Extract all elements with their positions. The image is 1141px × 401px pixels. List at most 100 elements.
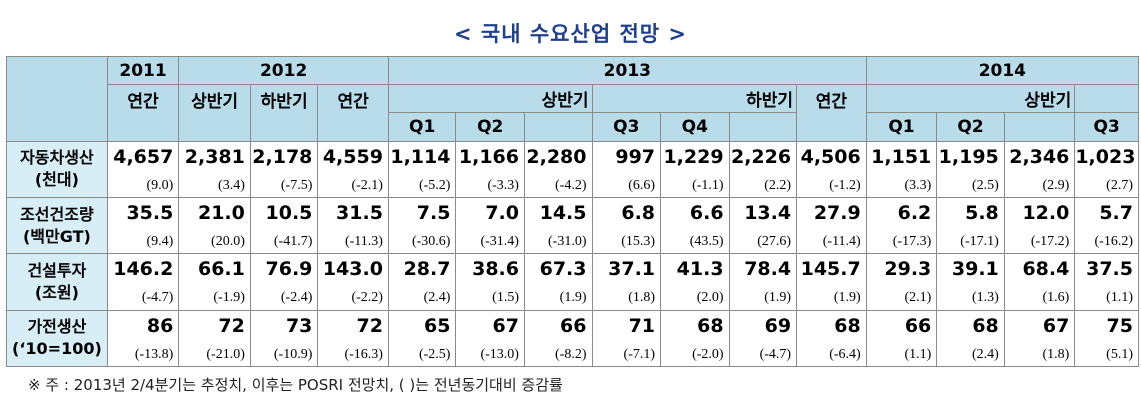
data-cell: 68 (2.4) — [936, 309, 1005, 368]
data-cell: 67.3 (1.9) — [523, 253, 593, 311]
cell-value: 67 — [1042, 314, 1070, 337]
data-cell: 39.1 (1.3) — [936, 253, 1005, 311]
q2-2013-header: Q2 — [455, 112, 525, 142]
cell-change: (-3.3) — [487, 177, 519, 193]
cell-value: 12.0 — [1022, 201, 1070, 224]
data-cell: 68.4 (1.6) — [1003, 253, 1076, 311]
cell-value: 68 — [834, 314, 861, 337]
data-cell: 72 (-16.3) — [317, 309, 389, 368]
cell-change: (-2.2) — [351, 290, 383, 306]
cell-value: 10.5 — [265, 201, 313, 224]
data-cell: 37.5 (1.1) — [1074, 253, 1139, 311]
q1-2014-header: Q1 — [865, 112, 938, 142]
data-cell: 2,178 (-7.5) — [249, 140, 319, 198]
data-cell: 21.0 (20.0) — [178, 196, 251, 255]
cell-change: (9.4) — [146, 233, 174, 249]
data-cell: 35.5 (9.4) — [106, 196, 180, 255]
cell-change: (-1.9) — [213, 290, 245, 306]
data-cell: 5.7 (-16.2) — [1074, 196, 1139, 255]
cell-change: (-13.0) — [480, 346, 519, 362]
cell-change: (43.5) — [689, 233, 724, 249]
data-cell: 6.2 (-17.3) — [865, 196, 938, 255]
cell-value: 21.0 — [197, 201, 245, 224]
data-cell: 5.8 (-17.1) — [936, 196, 1005, 255]
data-cell: 27.9 (-11.4) — [796, 196, 867, 255]
q1-2013-header: Q1 — [387, 112, 457, 142]
cell-value: 35.5 — [126, 201, 174, 224]
q3-2014-header: Q3 — [1074, 112, 1139, 142]
cell-change: (2.4) — [423, 290, 451, 306]
data-cell: 145.7 (1.9) — [796, 253, 867, 311]
cell-change: (-1.1) — [692, 177, 724, 193]
row-label-name: 조선건조량 — [20, 204, 94, 224]
data-cell: 4,506 (-1.2) — [796, 140, 867, 198]
cell-value: 71 — [628, 314, 656, 337]
data-cell: 2,226 (2.2) — [728, 140, 798, 198]
cell-value: 7.0 — [485, 201, 519, 224]
data-cell: 86 (-13.8) — [106, 309, 180, 368]
cell-value: 66 — [904, 314, 932, 337]
row-label-unit: (백만GT) — [22, 226, 91, 246]
h1-2013-header: 상반기 — [387, 84, 593, 114]
cell-value: 67 — [492, 314, 519, 337]
cell-change: (-17.1) — [960, 233, 999, 249]
page-title: < 국내 수요산업 전망 > — [454, 22, 687, 46]
cell-change: (-2.1) — [351, 177, 383, 193]
empty-header-cell — [1074, 84, 1139, 114]
cell-value: 1,166 — [458, 145, 519, 168]
data-cell: 75 (5.1) — [1074, 309, 1139, 368]
cell-value: 5.7 — [1099, 201, 1133, 224]
cell-change: (1.8) — [1042, 346, 1070, 362]
data-cell: 146.2 (-4.7) — [106, 253, 180, 311]
row-label-unit: (천대) — [34, 170, 79, 190]
cell-change: (2.7) — [1106, 177, 1133, 193]
h1-2012-header: 상반기 — [178, 84, 251, 142]
footnote: ※ 주 : 2013년 2/4분기는 추정치, 이후는 POSRI 전망치, (… — [28, 376, 563, 394]
data-cell: 6.8 (15.3) — [591, 196, 662, 255]
cell-change: (2.4) — [971, 346, 999, 362]
row-label: 조선건조량 (백만GT) — [6, 196, 108, 255]
data-cell: 1,229 (-1.1) — [660, 140, 730, 198]
row-label-name: 건설투자 — [27, 260, 87, 280]
cell-value: 6.8 — [621, 201, 656, 224]
h2-2013-header: 하반기 — [591, 84, 798, 114]
cell-change: (1.9) — [764, 290, 792, 306]
cell-value: 4,506 — [800, 145, 861, 168]
annual-2011-header: 연간 — [106, 84, 180, 142]
cell-change: (3.3) — [904, 177, 932, 193]
data-cell: 28.7 (2.4) — [387, 253, 457, 311]
cell-value: 4,657 — [113, 145, 174, 168]
cell-value: 65 — [424, 314, 451, 337]
row-label-name: 자동차생산 — [20, 148, 94, 168]
cell-value: 75 — [1106, 314, 1133, 337]
cell-value: 2,178 — [252, 145, 313, 168]
data-cell: 65 (-2.5) — [387, 309, 457, 368]
q2-2014-header: Q2 — [936, 112, 1005, 142]
table-row: 가전생산 (‘10=100) 86 (-13.8) 72 (-21.0) 73 (-10.9)… — [6, 309, 1139, 368]
cell-value: 37.5 — [1086, 258, 1133, 281]
cell-value: 41.3 — [676, 258, 724, 281]
data-cell: 73 (-10.9) — [249, 309, 319, 368]
cell-change: (-5.2) — [418, 177, 451, 193]
cell-value: 72 — [218, 314, 245, 337]
data-cell: 2,346 (2.9) — [1003, 140, 1076, 198]
table-row: 조선건조량 (백만GT) 35.5 (9.4) 21.0 (20.0) 10.5 (-41.7… — [6, 196, 1139, 255]
cell-value: 2,280 — [526, 145, 587, 168]
data-cell: 6.6 (43.5) — [660, 196, 730, 255]
cell-change: (2.9) — [1042, 177, 1070, 193]
cell-value: 1,114 — [390, 145, 451, 168]
cell-value: 4,559 — [322, 145, 383, 168]
cell-value: 68.4 — [1022, 258, 1070, 281]
cell-change: (-16.3) — [344, 346, 383, 362]
cell-value: 14.5 — [539, 201, 587, 224]
data-cell: 12.0 (-17.2) — [1003, 196, 1076, 255]
cell-change: (1.5) — [492, 290, 519, 306]
forecast-table: 2011 2012 2013 2014 연간 상반기 하반기 연간 상반기 하반… — [6, 55, 1140, 368]
cell-change: (-7.1) — [623, 346, 656, 362]
cell-change: (-4.2) — [555, 177, 587, 193]
table-row: 자동차생산 (천대) 4,657 (9.0) 2,381 (3.4) 2,178 (-7.5)… — [6, 140, 1139, 198]
cell-change: (-4.7) — [759, 346, 792, 362]
cell-change: (-1.2) — [829, 177, 861, 193]
year-2011-header: 2011 — [106, 55, 180, 86]
cell-value: 1,023 — [1075, 145, 1136, 168]
